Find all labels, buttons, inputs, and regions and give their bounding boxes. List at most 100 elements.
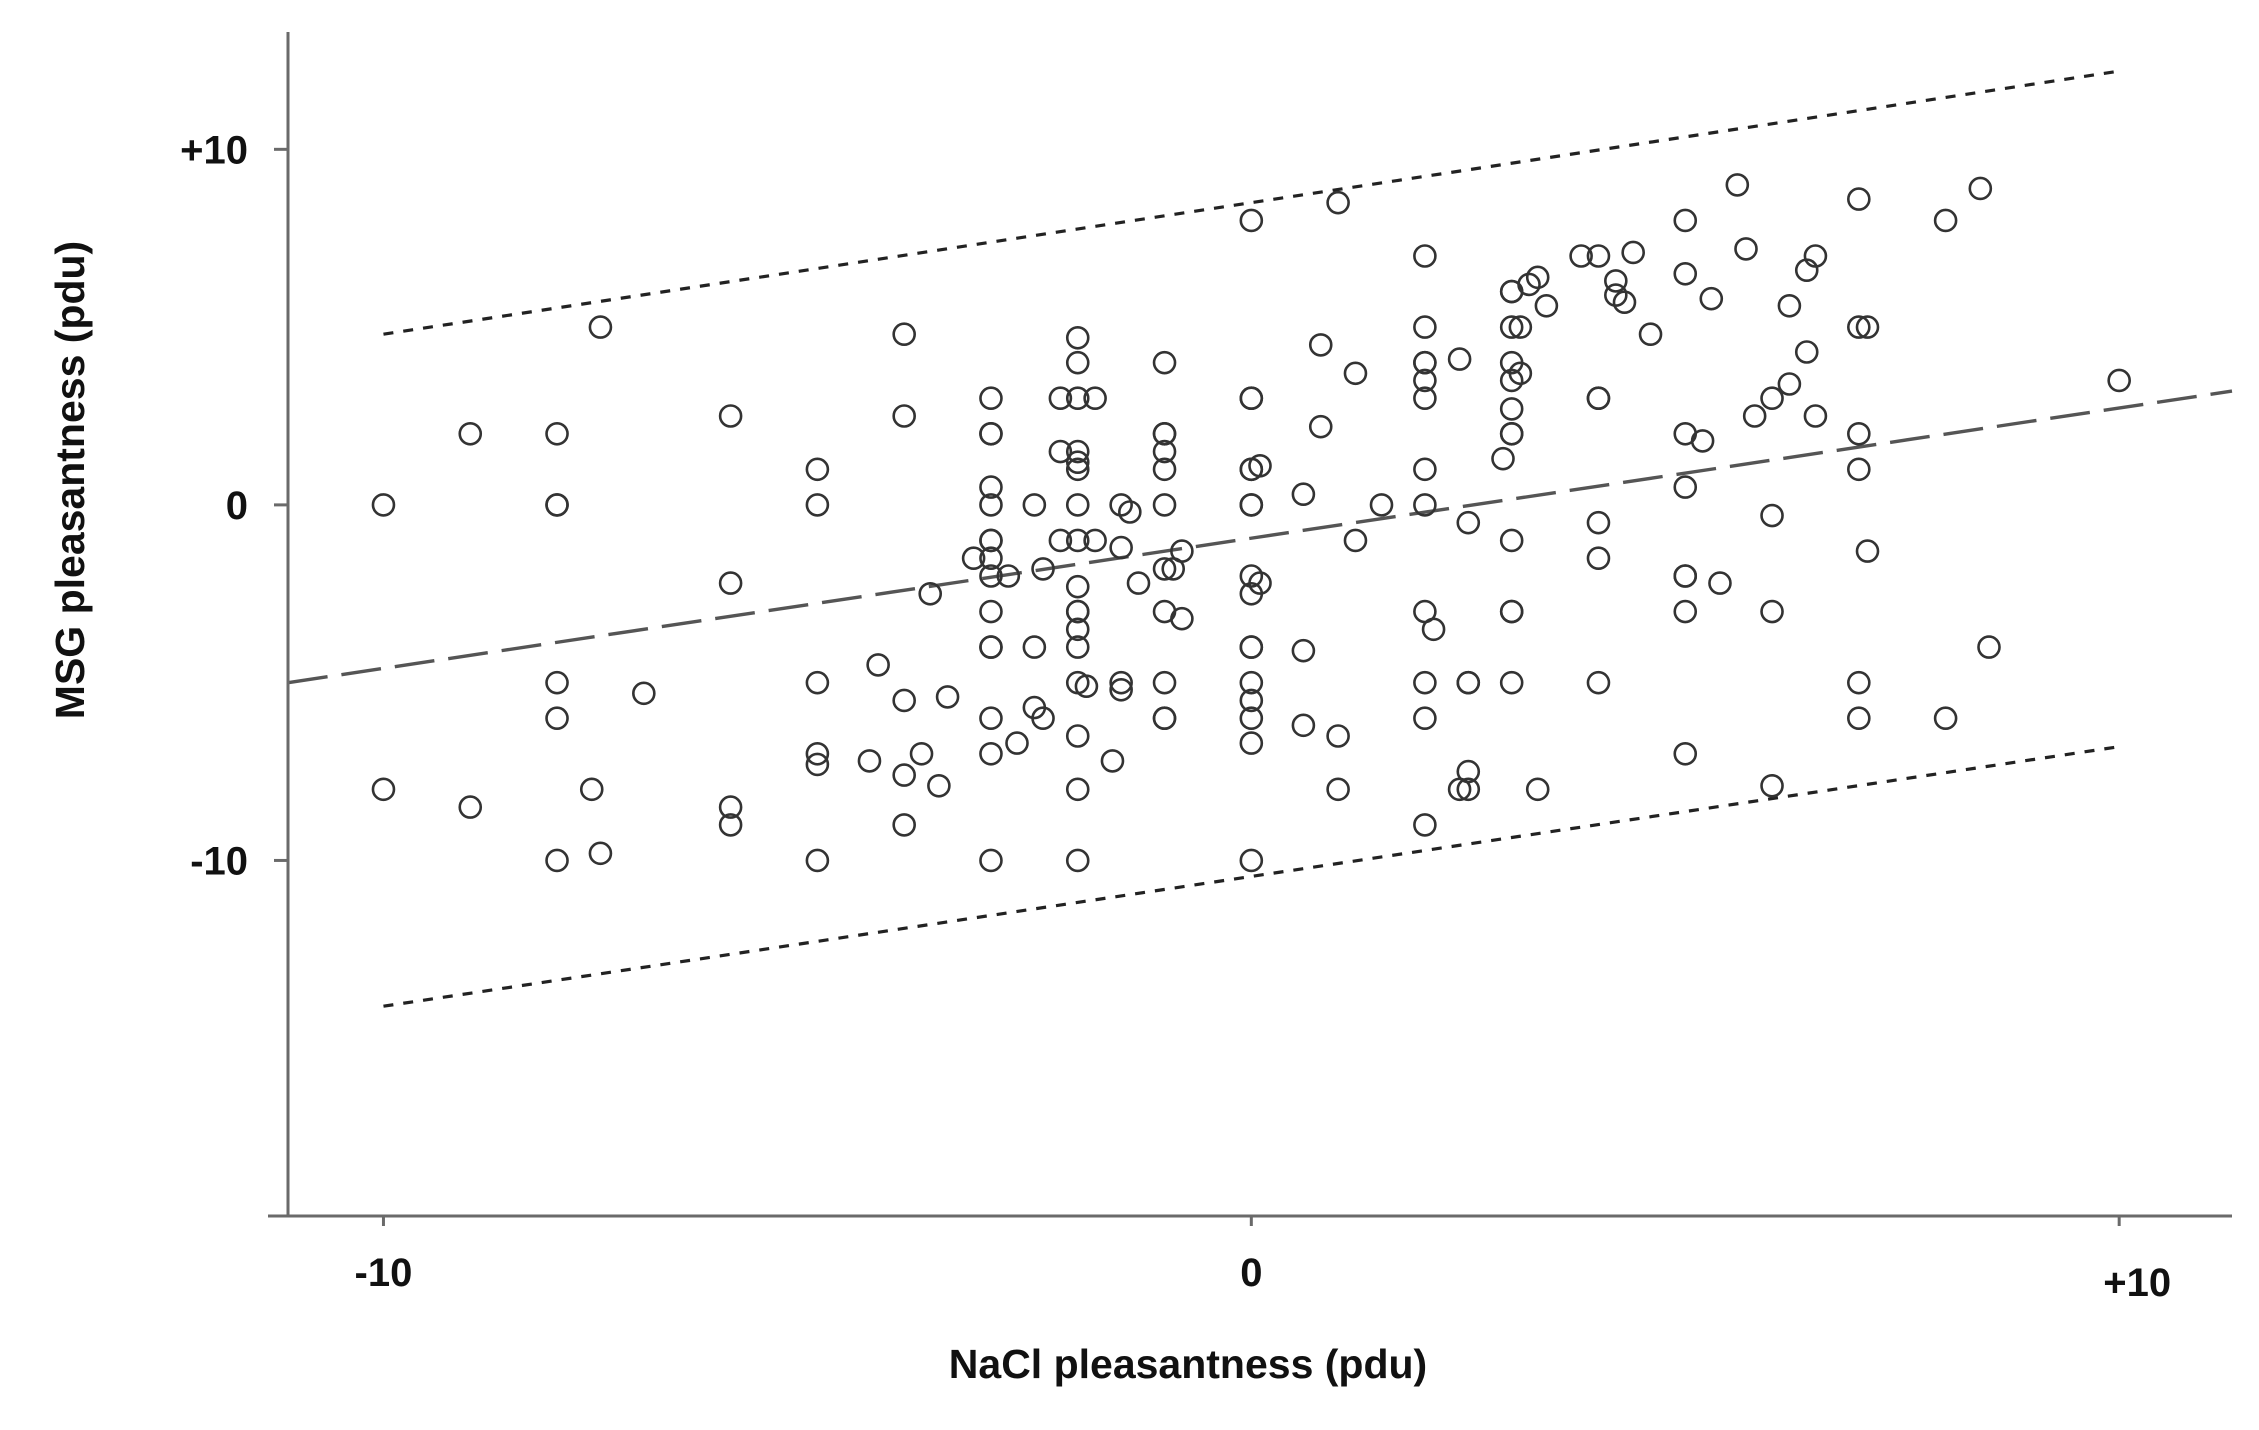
data-point xyxy=(1413,368,1437,393)
regression-line xyxy=(287,389,2233,685)
data-point xyxy=(1855,315,1880,339)
data-point xyxy=(1291,482,1316,507)
data-point xyxy=(1239,706,1264,731)
data-point xyxy=(1031,557,1055,581)
data-point xyxy=(979,848,1003,873)
data-point xyxy=(1586,546,1611,571)
data-point xyxy=(1413,457,1437,482)
y-axis-title: MSG pleasantness (pdu) xyxy=(47,241,93,719)
x-tick-label: 0 xyxy=(1240,1251,1262,1295)
data-point xyxy=(1065,848,1090,873)
data-point xyxy=(1803,244,1828,268)
data-point xyxy=(1534,293,1559,318)
data-point xyxy=(979,386,1003,411)
data-point xyxy=(1725,173,1750,197)
data-point xyxy=(1421,617,1446,642)
data-point xyxy=(718,404,743,428)
data-point xyxy=(1760,599,1784,624)
data-point xyxy=(1065,574,1090,599)
data-point xyxy=(1343,361,1368,386)
data-point xyxy=(1152,493,1177,517)
data-point xyxy=(1586,510,1611,535)
y-tick-label: +10 xyxy=(180,128,248,172)
data-point xyxy=(1239,731,1264,755)
data-point xyxy=(718,571,743,595)
data-point xyxy=(545,670,569,695)
data-point xyxy=(1847,706,1871,731)
data-point xyxy=(1065,386,1090,411)
data-point xyxy=(545,706,569,731)
data-point xyxy=(588,315,613,339)
data-point xyxy=(1065,617,1090,642)
data-point xyxy=(1855,539,1880,563)
data-point xyxy=(1022,493,1047,517)
data-point xyxy=(1760,503,1784,528)
y-tick-label: 0 xyxy=(226,484,248,528)
data-point xyxy=(1499,670,1524,695)
data-point xyxy=(1239,688,1264,713)
data-point xyxy=(935,685,960,709)
data-point xyxy=(1413,706,1437,731)
data-point xyxy=(1612,290,1637,315)
data-point xyxy=(1369,493,1394,517)
data-point xyxy=(1413,813,1437,837)
data-point xyxy=(1586,386,1611,411)
data-point xyxy=(1673,475,1698,499)
data-point xyxy=(1152,670,1177,695)
data-point xyxy=(1499,397,1524,421)
data-point xyxy=(1005,731,1029,755)
data-point xyxy=(1525,265,1550,290)
data-points xyxy=(371,173,2131,873)
data-point xyxy=(579,777,604,802)
data-point xyxy=(1413,350,1437,375)
x-tick-label: -10 xyxy=(355,1251,413,1295)
data-point xyxy=(979,599,1003,624)
data-point xyxy=(1326,724,1350,748)
x-tick-label: +10 xyxy=(2103,1261,2171,1305)
data-point xyxy=(1847,421,1871,446)
data-point xyxy=(1170,606,1194,631)
data-point xyxy=(1239,386,1264,411)
data-point xyxy=(892,322,916,347)
data-point xyxy=(805,848,830,873)
data-point xyxy=(718,813,743,837)
data-point xyxy=(1499,421,1524,446)
data-point xyxy=(1239,670,1264,695)
data-point xyxy=(927,773,951,798)
data-point xyxy=(1065,493,1090,517)
data-point xyxy=(1152,421,1177,446)
data-point xyxy=(1413,244,1437,268)
data-point xyxy=(979,564,1003,588)
data-point xyxy=(1794,340,1819,364)
data-point xyxy=(1109,535,1133,560)
data-point xyxy=(892,813,916,837)
data-point xyxy=(1239,848,1264,873)
data-point xyxy=(979,528,1003,553)
data-point xyxy=(632,681,656,706)
data-point xyxy=(1742,404,1767,428)
data-point xyxy=(1690,429,1715,453)
data-point xyxy=(1065,528,1090,553)
data-point xyxy=(1065,325,1090,350)
data-point xyxy=(1413,493,1437,517)
data-point xyxy=(1239,635,1264,659)
data-point xyxy=(1847,187,1871,211)
data-point xyxy=(1525,777,1550,802)
data-point xyxy=(1065,599,1090,624)
data-point xyxy=(1248,571,1272,595)
data-point xyxy=(1708,571,1732,595)
data-point xyxy=(1074,674,1099,699)
regression-line-group xyxy=(287,389,2233,685)
data-point xyxy=(1569,244,1593,268)
upper-prediction-line xyxy=(383,69,2120,336)
data-point xyxy=(1291,638,1316,663)
data-point xyxy=(1760,386,1784,411)
data-point xyxy=(545,848,569,873)
data-point xyxy=(1699,286,1724,311)
data-point xyxy=(1673,261,1698,286)
data-point xyxy=(588,841,613,866)
data-point xyxy=(979,546,1003,571)
prediction-bands xyxy=(383,69,2120,1008)
data-point xyxy=(892,404,916,428)
